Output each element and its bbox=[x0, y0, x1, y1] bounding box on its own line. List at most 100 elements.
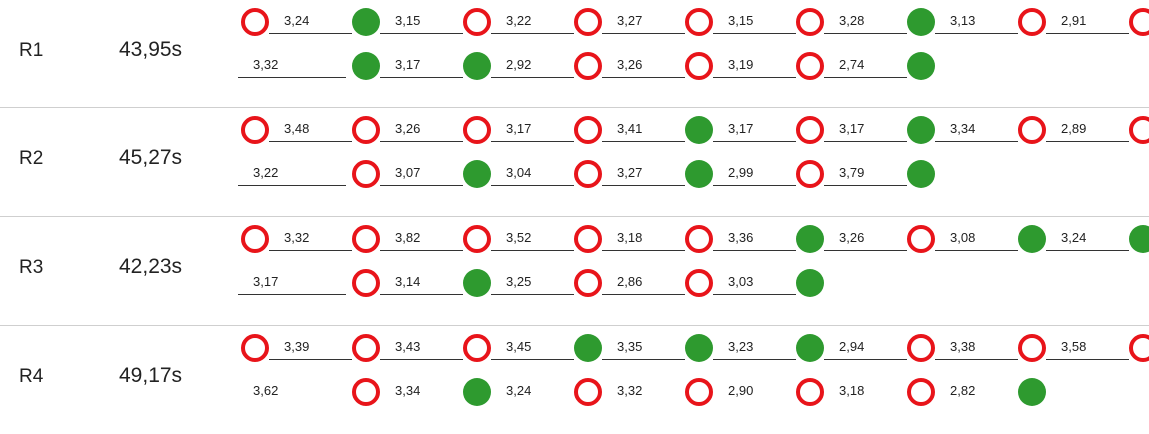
split-time: 3,18 bbox=[602, 228, 685, 251]
split-time: 3,22 bbox=[238, 163, 346, 186]
filled-circle-icon bbox=[796, 269, 824, 297]
split-time: 3,23 bbox=[713, 337, 796, 360]
row-separator bbox=[0, 325, 1149, 326]
open-circle-icon bbox=[685, 225, 713, 253]
filled-circle-icon bbox=[796, 334, 824, 362]
split-time: 3,38 bbox=[935, 337, 1018, 360]
split-line: 3,39 3,43 3,45 3,35 3,23 2,94 3,38 3,58 bbox=[0, 334, 1149, 364]
open-circle-icon bbox=[1018, 8, 1046, 36]
split-line: 3,48 3,26 3,17 3,41 3,17 3,17 3,34 2,89 bbox=[0, 116, 1149, 146]
split-time: 3,43 bbox=[380, 337, 463, 360]
run-row: R4 49,17s 3,39 3,43 3,45 3,35 3,23 2,94 3,38 3,58… bbox=[0, 326, 1149, 434]
filled-circle-icon bbox=[463, 52, 491, 80]
filled-circle-icon bbox=[907, 116, 935, 144]
split-time: 3,04 bbox=[491, 163, 574, 186]
run-row: R1 43,95s 3,24 3,15 3,22 3,27 3,15 3,28 3,13 2,91… bbox=[0, 0, 1149, 108]
split-time: 3,41 bbox=[602, 119, 685, 142]
split-time: 2,86 bbox=[602, 272, 685, 295]
row-separator bbox=[0, 216, 1149, 217]
open-circle-icon bbox=[796, 8, 824, 36]
open-circle-icon bbox=[574, 52, 602, 80]
open-circle-icon bbox=[1129, 8, 1149, 36]
split-line: 3,32 3,17 2,92 3,26 3,19 2,74 bbox=[0, 52, 1149, 82]
split-time: 3,39 bbox=[269, 337, 352, 360]
split-line: 3,32 3,82 3,52 3,18 3,36 3,26 3,08 3,24 bbox=[0, 225, 1149, 255]
split-time: 3,24 bbox=[1046, 228, 1129, 251]
filled-circle-icon bbox=[463, 269, 491, 297]
filled-circle-icon bbox=[907, 8, 935, 36]
split-line: 3,62 3,34 3,24 3,32 2,90 3,18 2,82 bbox=[0, 378, 1149, 408]
split-time: 2,74 bbox=[824, 55, 907, 78]
open-circle-icon bbox=[1129, 334, 1149, 362]
open-circle-icon bbox=[907, 334, 935, 362]
split-time: 3,45 bbox=[491, 337, 574, 360]
open-circle-icon bbox=[685, 8, 713, 36]
split-time: 3,24 bbox=[506, 383, 532, 398]
open-circle-icon bbox=[796, 52, 824, 80]
run-row: R2 45,27s 3,48 3,26 3,17 3,41 3,17 3,17 3,34 2,89… bbox=[0, 108, 1149, 216]
split-time: 2,99 bbox=[713, 163, 796, 186]
split-line: 3,24 3,15 3,22 3,27 3,15 3,28 3,13 2,91 bbox=[0, 8, 1149, 38]
open-circle-icon bbox=[685, 378, 713, 406]
split-time: 3,17 bbox=[824, 119, 907, 142]
filled-circle-icon bbox=[352, 8, 380, 36]
run-label: R3 bbox=[19, 257, 44, 278]
filled-circle-icon bbox=[907, 160, 935, 188]
open-circle-icon bbox=[796, 378, 824, 406]
split-time: 3,52 bbox=[491, 228, 574, 251]
open-circle-icon bbox=[907, 225, 935, 253]
open-circle-icon bbox=[241, 225, 269, 253]
open-circle-icon bbox=[352, 334, 380, 362]
open-circle-icon bbox=[241, 116, 269, 144]
filled-circle-icon bbox=[1129, 225, 1149, 253]
split-time: 2,94 bbox=[824, 337, 907, 360]
split-time: 3,48 bbox=[269, 119, 352, 142]
split-time: 2,82 bbox=[950, 383, 976, 398]
filled-circle-icon bbox=[352, 52, 380, 80]
open-circle-icon bbox=[352, 116, 380, 144]
open-circle-icon bbox=[574, 378, 602, 406]
open-circle-icon bbox=[574, 8, 602, 36]
split-time: 2,92 bbox=[491, 55, 574, 78]
split-time: 3,03 bbox=[713, 272, 796, 295]
split-time: 3,17 bbox=[713, 119, 796, 142]
row-separator bbox=[0, 107, 1149, 108]
split-time: 3,79 bbox=[824, 163, 907, 186]
open-circle-icon bbox=[1018, 116, 1046, 144]
open-circle-icon bbox=[463, 334, 491, 362]
split-time: 3,82 bbox=[380, 228, 463, 251]
open-circle-icon bbox=[463, 8, 491, 36]
split-line: 3,17 3,14 3,25 2,86 3,03 bbox=[0, 269, 1149, 299]
open-circle-icon bbox=[352, 160, 380, 188]
split-time: 3,32 bbox=[269, 228, 352, 251]
open-circle-icon bbox=[907, 378, 935, 406]
run-total-time: 43,95s bbox=[119, 38, 183, 61]
split-time: 2,91 bbox=[1046, 11, 1129, 34]
split-time: 3,26 bbox=[380, 119, 463, 142]
split-time: 3,07 bbox=[380, 163, 463, 186]
open-circle-icon bbox=[463, 116, 491, 144]
filled-circle-icon bbox=[463, 378, 491, 406]
open-circle-icon bbox=[1129, 116, 1149, 144]
open-circle-icon bbox=[241, 334, 269, 362]
filled-circle-icon bbox=[1018, 225, 1046, 253]
split-time: 3,19 bbox=[713, 55, 796, 78]
run-label: R4 bbox=[19, 366, 44, 387]
split-time: 3,17 bbox=[238, 272, 346, 295]
open-circle-icon bbox=[796, 116, 824, 144]
open-circle-icon bbox=[352, 269, 380, 297]
split-time: 3,26 bbox=[602, 55, 685, 78]
split-time: 3,22 bbox=[491, 11, 574, 34]
split-time: 3,62 bbox=[253, 383, 279, 398]
filled-circle-icon bbox=[574, 334, 602, 362]
split-time: 3,28 bbox=[824, 11, 907, 34]
filled-circle-icon bbox=[685, 116, 713, 144]
split-time: 3,15 bbox=[380, 11, 463, 34]
run-label: R2 bbox=[19, 148, 44, 169]
split-time: 3,24 bbox=[269, 11, 352, 34]
open-circle-icon bbox=[241, 8, 269, 36]
split-time: 3,27 bbox=[602, 163, 685, 186]
open-circle-icon bbox=[574, 160, 602, 188]
split-time: 2,89 bbox=[1046, 119, 1129, 142]
open-circle-icon bbox=[1018, 334, 1046, 362]
